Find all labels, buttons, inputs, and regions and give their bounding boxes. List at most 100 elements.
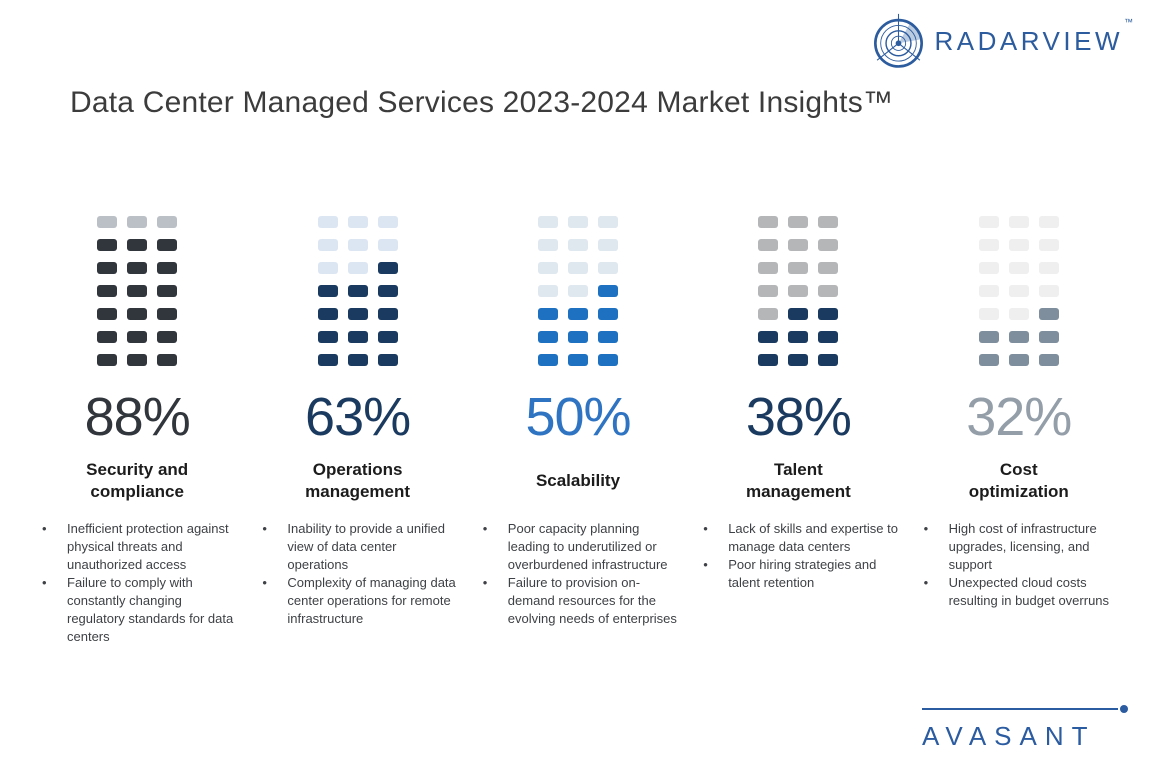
waffle-cell: [818, 285, 839, 297]
waffle-cell: [978, 262, 999, 274]
bullet-item: • Unexpected cloud costs resulting in bud…: [924, 574, 1122, 610]
bullet-item: • High cost of infrastructure upgrades, l…: [924, 520, 1122, 574]
column-title-text: Talent management: [745, 459, 851, 501]
bullet-text: Complexity of managing data center opera…: [287, 575, 456, 626]
waffle-cell: [377, 285, 398, 297]
waffle-cell: [1008, 308, 1029, 320]
avasant-logo: AVASANT: [922, 705, 1128, 752]
waffle-cell: [597, 216, 618, 228]
waffle-cell: [597, 331, 618, 343]
waffle-cell: [1038, 331, 1059, 343]
waffle-cell: [758, 308, 779, 320]
percent-value: 50%: [525, 387, 631, 447]
rule-dot: [1120, 705, 1128, 713]
waffle-chart: [254, 216, 460, 366]
waffle-cell: [127, 239, 148, 251]
waffle-cell: [978, 285, 999, 297]
waffle-cell: [818, 262, 839, 274]
bullet-text: Lack of skills and expertise to manage d…: [728, 521, 898, 554]
waffle-cell: [1038, 262, 1059, 274]
waffle-cell: [347, 331, 368, 343]
waffle-cell: [818, 354, 839, 366]
waffle-cell: [127, 285, 148, 297]
column-title: Operations management: [254, 456, 460, 506]
waffle-cell: [537, 331, 558, 343]
percent-value: 38%: [745, 387, 852, 447]
bullet-list: • High cost of infrastructure upgrades, l…: [916, 520, 1122, 610]
waffle-cell: [157, 308, 178, 320]
waffle-cell: [97, 262, 118, 274]
waffle-cell: [788, 354, 809, 366]
waffle-chart: [475, 216, 681, 366]
waffle-cell: [567, 239, 588, 251]
waffle-cell: [597, 239, 618, 251]
waffle-cell: [97, 354, 118, 366]
waffle-cell: [758, 262, 779, 274]
bullet-list: • Lack of skills and expertise to manage …: [695, 520, 901, 592]
waffle-cell: [1038, 239, 1059, 251]
insight-column: 50% Scalability • Poor capacity planning le…: [475, 216, 681, 646]
bullet-marker: •: [42, 575, 47, 590]
waffle-cell: [97, 216, 118, 228]
waffle-cell: [1008, 216, 1029, 228]
bullet-item: • Poor capacity planning leading to under…: [483, 520, 681, 574]
waffle-cell: [97, 308, 118, 320]
waffle-cell: [157, 216, 178, 228]
waffle-cell: [157, 331, 178, 343]
waffle-cell: [567, 308, 588, 320]
bullet-marker: •: [262, 575, 267, 590]
radarview-wordmark: RADARVIEW™: [934, 17, 1134, 56]
bullet-marker: •: [703, 521, 708, 536]
bullet-list: • Inefficient protection against physical…: [34, 520, 240, 646]
bullet-marker: •: [482, 521, 488, 536]
bullet-text: Poor capacity planning leading to underu…: [507, 521, 668, 572]
insight-column: 63% Operations management • Inability to pr…: [254, 216, 460, 646]
waffle-cell: [97, 331, 118, 343]
page-title: Data Center Managed Services 2023-2024 M…: [70, 86, 894, 119]
bullet-marker: •: [923, 521, 929, 536]
waffle-cell: [347, 308, 368, 320]
waffle-cell: [537, 262, 558, 274]
column-title: Security and compliance: [34, 456, 240, 506]
bullet-marker: •: [262, 521, 267, 536]
waffle-cell: [127, 216, 148, 228]
waffle-cell: [758, 239, 779, 251]
waffle-cell: [597, 285, 618, 297]
waffle-cell: [1008, 331, 1029, 343]
column-title-text: Cost optimization: [968, 459, 1069, 501]
percent-value: 63%: [305, 387, 411, 447]
waffle-cell: [317, 285, 338, 297]
waffle-cell: [818, 308, 839, 320]
waffle-cell: [537, 239, 558, 251]
waffle-cell: [347, 216, 368, 228]
waffle-cell: [127, 262, 148, 274]
bullet-item: • Failure to comply with constantly chang…: [42, 574, 240, 646]
waffle-cell: [537, 354, 558, 366]
waffle-cell: [597, 308, 618, 320]
waffle-cell: [127, 308, 148, 320]
waffle-chart: [34, 216, 240, 366]
bullet-marker: •: [42, 521, 47, 536]
waffle-cell: [97, 239, 118, 251]
waffle-chart: [916, 216, 1122, 366]
waffle-cell: [317, 216, 338, 228]
waffle-cell: [788, 331, 809, 343]
waffle-cell: [978, 354, 999, 366]
waffle-cell: [1008, 354, 1029, 366]
bullet-item: • Complexity of managing data center oper…: [262, 574, 460, 628]
column-title: Talent management: [695, 456, 901, 506]
bullet-text: High cost of infrastructure upgrades, li…: [948, 521, 1097, 572]
bullet-text: Failure to comply with constantly changi…: [67, 575, 234, 644]
waffle-cell: [1008, 285, 1029, 297]
waffle-cell: [1038, 285, 1059, 297]
insight-column: 88% Security and compliance • Inefficient p…: [34, 216, 240, 646]
waffle-cell: [317, 262, 338, 274]
waffle-cell: [1008, 239, 1029, 251]
bullet-text: Failure to provision on-demand resources…: [507, 575, 677, 626]
radarview-logo: RADARVIEW™: [870, 13, 1133, 70]
waffle-cell: [978, 308, 999, 320]
column-title-text: Operations management: [305, 459, 411, 501]
bullet-item: • Poor hiring strategies and talent reten…: [703, 556, 901, 592]
waffle-cell: [347, 354, 368, 366]
